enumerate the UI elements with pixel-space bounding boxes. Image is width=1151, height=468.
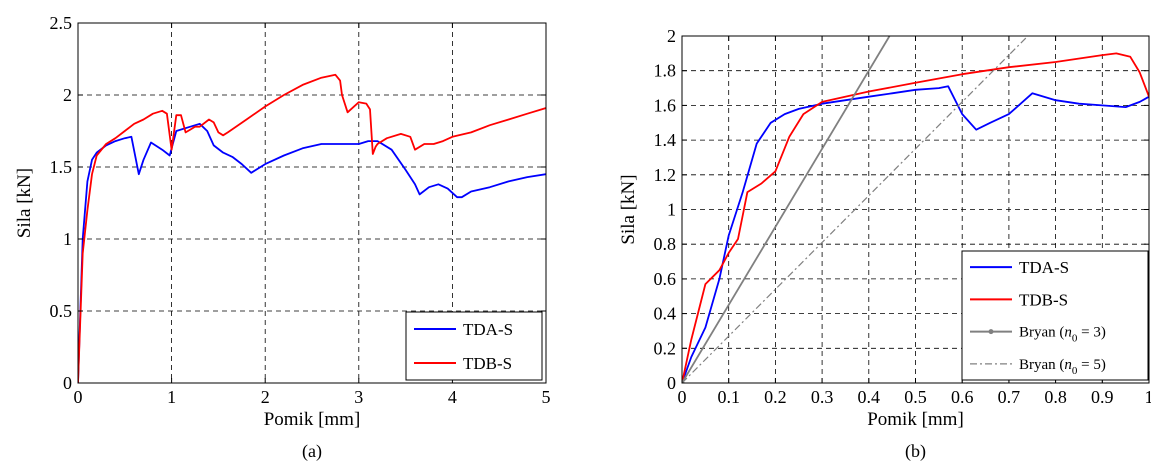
x-tick-label: 0.2 (764, 387, 787, 407)
x-tick-label: 0 (74, 387, 83, 407)
series-line-1 (682, 52, 1149, 383)
series-group (682, 36, 1149, 383)
y-tick-label: 0.5 (50, 301, 73, 321)
legend-label-1: TDB-S (1019, 290, 1068, 309)
y-tick-label: 1.8 (654, 61, 677, 81)
legend-label-prefix: Bryan ( (1019, 357, 1064, 373)
x-tick-label: 4 (448, 387, 457, 407)
x-axis-label: Pomik [mm] (264, 409, 361, 430)
legend-box (405, 311, 543, 381)
y-tick-label: 1.5 (50, 157, 73, 177)
x-tick-label: 0.1 (717, 387, 740, 407)
x-tick-label: 1 (167, 387, 176, 407)
series-line-1 (78, 73, 546, 383)
chart-caption: (a) (302, 441, 322, 462)
x-tick-label: 0.7 (998, 387, 1021, 407)
x-tick-label: 0 (678, 387, 687, 407)
series-line-0 (682, 85, 1149, 383)
y-tick-label: 2 (667, 26, 676, 46)
y-tick-label: 2.5 (50, 13, 73, 33)
chart-caption: (b) (905, 441, 926, 462)
legend-label-var: n (1064, 325, 1072, 341)
x-tick-label: 5 (542, 387, 551, 407)
y-axis-label: Sila [kN] (618, 174, 639, 244)
series-line-3 (682, 36, 1029, 383)
legend-label-sub: 0 (1072, 365, 1078, 377)
x-tick-label: 2 (261, 387, 270, 407)
y-tick-label: 2 (63, 85, 72, 105)
chart-a: 0 1 2 3 4 5 0 0.5 1 1.5 2 2.5 Pomik [mm] Sila [kN] (a)… (14, 13, 551, 462)
legend-label-var: n (1064, 357, 1072, 373)
x-tick-label: 0.9 (1091, 387, 1114, 407)
x-tick-label: 1 (1145, 387, 1151, 407)
legend-label-prefix: Bryan ( (1019, 325, 1064, 341)
legend-label-sub: 0 (1072, 333, 1078, 345)
series-line-2 (682, 36, 891, 383)
y-tick-label: 0.2 (654, 338, 677, 358)
series-group (78, 73, 546, 383)
legend: TDA-S TDB-S (405, 311, 543, 381)
x-axis-label: Pomik [mm] (867, 409, 964, 430)
x-tick-label: 0.6 (951, 387, 974, 407)
y-tick-label: 1 (667, 200, 676, 220)
y-tick-label: 1.4 (654, 130, 677, 150)
x-tick-label: 3 (354, 387, 363, 407)
x-tick-label: 0.8 (1044, 387, 1067, 407)
legend-label-1: TDB-S (463, 354, 512, 373)
legend-label-2: Bryan (n0 = 3) (1019, 325, 1106, 345)
y-tick-label: 0.6 (654, 269, 677, 289)
axes-frame (77, 22, 547, 384)
legend-label-0: TDA-S (463, 320, 513, 339)
legend-label-suffix: = 5) (1077, 357, 1105, 373)
legend-marker-2 (988, 329, 994, 335)
y-tick-label: 0 (63, 373, 72, 393)
legend-label-suffix: = 3) (1077, 325, 1105, 341)
x-tick-label: 0.4 (858, 387, 881, 407)
legend-box (961, 250, 1149, 381)
y-tick-label: 1.6 (654, 95, 677, 115)
x-tick-label: 0.3 (811, 387, 834, 407)
y-tick-label: 0.8 (654, 234, 677, 254)
y-axis-label: Sila [kN] (14, 168, 35, 238)
y-tick-label: 1 (63, 229, 72, 249)
y-tick-label: 0.4 (654, 304, 677, 324)
chart-b: 0 0.1 0.2 0.3 0.4 0.5 0.6 0.7 0.8 0.9 1 0 0.2 0.4 0.6 0… (618, 26, 1151, 462)
legend-label-0: TDA-S (1019, 258, 1069, 277)
y-tick-label: 0 (667, 373, 676, 393)
x-tick-label: 0.5 (904, 387, 927, 407)
series-line-0 (78, 122, 546, 383)
legend-label-3: Bryan (n0 = 5) (1019, 357, 1106, 377)
y-tick-label: 1.2 (654, 165, 677, 185)
